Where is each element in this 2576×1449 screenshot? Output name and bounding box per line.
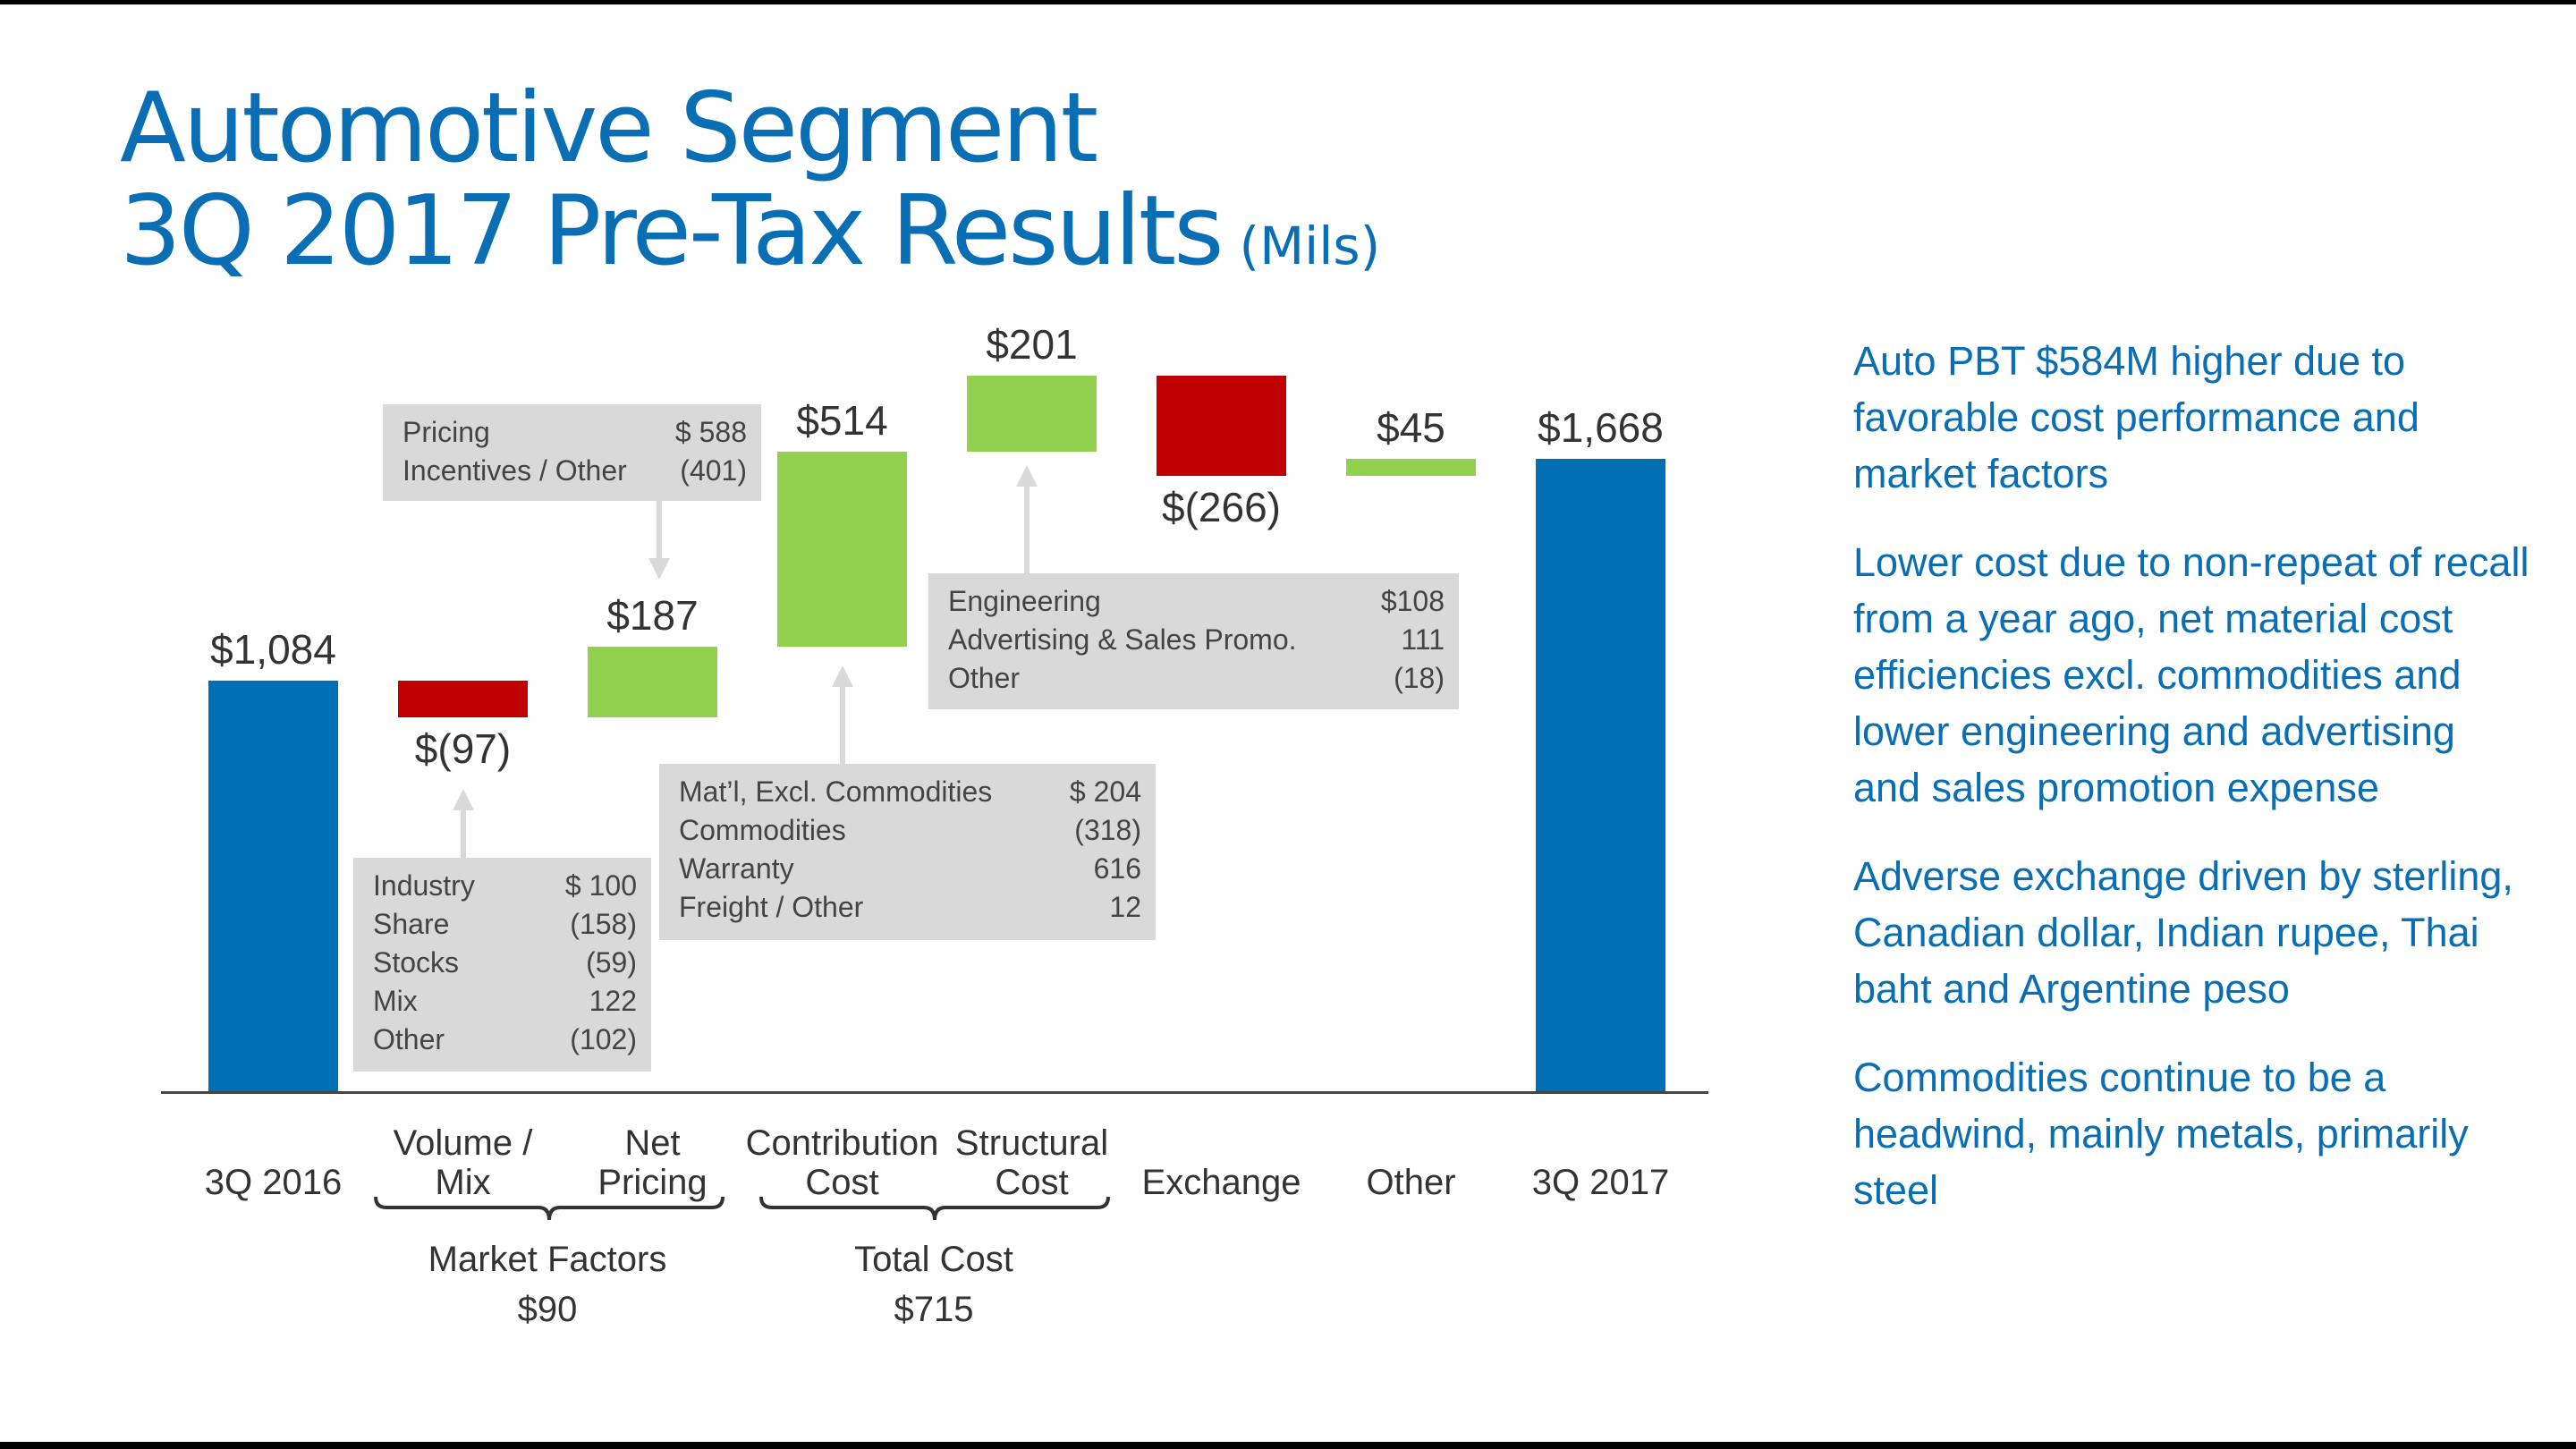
category-label: 3Q 2017: [1531, 1163, 1670, 1202]
callout-label: Other: [948, 662, 1021, 694]
callout-row: Mat’l, Excl. Commodities $ 204: [679, 773, 1141, 811]
callout-value: (102): [570, 1023, 637, 1055]
data-label: $1,668: [1538, 404, 1664, 452]
brace-total-cost: [759, 1196, 1110, 1221]
top-border: [0, 0, 2576, 4]
bar-net-pricing: [588, 646, 717, 717]
callout-arrow-contribution: [840, 685, 845, 764]
data-label: $1,084: [210, 625, 336, 673]
bar-structural-cost: [967, 375, 1097, 452]
callout-structural-cost: Engineering $108 Advertising & Sales Promo…: [928, 573, 1459, 709]
callout-label: Engineering: [948, 585, 1101, 617]
arrow-up-icon: [832, 665, 853, 687]
callout-value: $ 100: [564, 869, 637, 902]
callout-label: Pricing: [402, 416, 490, 448]
callout-value: 12: [1109, 891, 1141, 923]
callout-pricing: Pricing $ 588 Incentives / Other (401): [383, 404, 761, 501]
callout-volume-mix: Industry $ 100 Share (158) Stocks (59) Mix 122 O…: [353, 858, 651, 1072]
category-label: Volume / Mix: [393, 1123, 533, 1202]
page-title-text: 3Q 2017 Pre-Tax Results: [120, 175, 1224, 287]
data-label: $45: [1377, 404, 1445, 452]
callout-value: (158): [570, 908, 637, 940]
callout-value: (401): [680, 454, 747, 487]
group-value: $90: [517, 1290, 578, 1329]
page-title-line1: Automotive Segment: [120, 72, 1098, 184]
bar-volume-mix: [398, 680, 528, 717]
callout-row: Advertising & Sales Promo. 111: [948, 621, 1445, 659]
callout-label: Industry: [373, 869, 475, 902]
callout-label: Advertising & Sales Promo.: [948, 623, 1297, 656]
callout-arrow-structural: [1024, 485, 1030, 573]
callout-value: 122: [589, 985, 637, 1017]
callout-label: Mix: [373, 985, 418, 1017]
data-label: $201: [986, 320, 1078, 368]
callout-row: Share (158): [373, 905, 637, 944]
callout-row: Commodities (318): [679, 811, 1141, 850]
bar-other: [1346, 459, 1476, 477]
callout-row: Pricing $ 588: [402, 413, 747, 452]
callout-row: Stocks (59): [373, 944, 637, 982]
bar-exchange: [1157, 375, 1286, 477]
callout-value: $ 204: [1069, 775, 1141, 808]
callout-label: Warranty: [679, 852, 794, 885]
group-total-cost: Total Cost $715: [755, 1234, 1113, 1335]
callout-arrow-pricing: [657, 501, 662, 560]
data-label: $514: [796, 396, 888, 444]
callout-label: Stocks: [373, 946, 460, 979]
bullet-text: Lower cost due to non-repeat of recall f…: [1853, 539, 2529, 810]
callout-row: Industry $ 100: [373, 867, 637, 905]
arrow-up-icon: [453, 789, 474, 810]
units-label: (Mils): [1239, 216, 1381, 276]
category-label: Contribution Cost: [745, 1123, 939, 1202]
bottom-border: [0, 1442, 2576, 1449]
group-label: Total Cost: [854, 1240, 1013, 1279]
callout-value: (318): [1074, 814, 1141, 846]
callout-arrow-volume: [461, 809, 466, 858]
bullet-text: Adverse exchange driven by sterling, Can…: [1853, 853, 2513, 1012]
data-label: $(97): [414, 724, 512, 772]
group-market-factors: Market Factors $90: [369, 1234, 726, 1335]
x-axis-line: [161, 1091, 1708, 1094]
category-label: Structural Cost: [954, 1123, 1109, 1202]
callout-label: Other: [373, 1023, 445, 1055]
callout-value: (59): [586, 946, 637, 979]
callout-label: Share: [373, 908, 450, 940]
category-label: 3Q 2016: [204, 1163, 343, 1202]
category-label: Other: [1366, 1163, 1456, 1202]
callout-row: Warranty 616: [679, 850, 1141, 888]
group-label: Market Factors: [428, 1240, 667, 1279]
callout-value: 111: [1401, 623, 1445, 656]
callout-row: Engineering $108: [948, 582, 1445, 621]
data-label: $187: [606, 591, 699, 639]
category-label: Net Pricing: [597, 1123, 708, 1202]
group-value: $715: [894, 1290, 974, 1329]
callout-row: Mix 122: [373, 982, 637, 1021]
commentary: Auto PBT $584M higher due to favorable c…: [1853, 333, 2533, 1250]
callout-value: (18): [1394, 662, 1445, 694]
bullet-text: Auto PBT $584M higher due to favorable c…: [1853, 338, 2419, 496]
callout-row: Other (102): [373, 1021, 637, 1059]
callout-label: Commodities: [679, 814, 846, 846]
callout-label: Incentives / Other: [402, 454, 627, 487]
bar-contribution-cost: [777, 451, 907, 647]
data-label: $(266): [1162, 484, 1281, 531]
callout-row: Incentives / Other (401): [402, 452, 747, 490]
callout-label: Mat’l, Excl. Commodities: [679, 775, 993, 808]
callout-value: $ 588: [674, 416, 747, 448]
callout-contribution-cost: Mat’l, Excl. Commodities $ 204 Commodities…: [659, 764, 1156, 940]
callout-label: Freight / Other: [679, 891, 864, 923]
callout-row: Freight / Other 12: [679, 888, 1141, 927]
bullet-text: Commodities continue to be a headwind, m…: [1853, 1055, 2469, 1213]
category-label: Exchange: [1141, 1163, 1301, 1202]
page-title-line2: 3Q 2017 Pre-Tax Results (Mils): [120, 183, 1380, 280]
arrow-up-icon: [1016, 465, 1038, 487]
callout-value: 616: [1093, 852, 1141, 885]
arrow-down-icon: [648, 558, 670, 580]
callout-value: $108: [1380, 585, 1445, 617]
brace-market-factors: [374, 1196, 724, 1221]
callout-row: Other (18): [948, 659, 1445, 698]
bar-3q-2016: [208, 680, 338, 1091]
bar-3q-2017: [1536, 459, 1665, 1091]
